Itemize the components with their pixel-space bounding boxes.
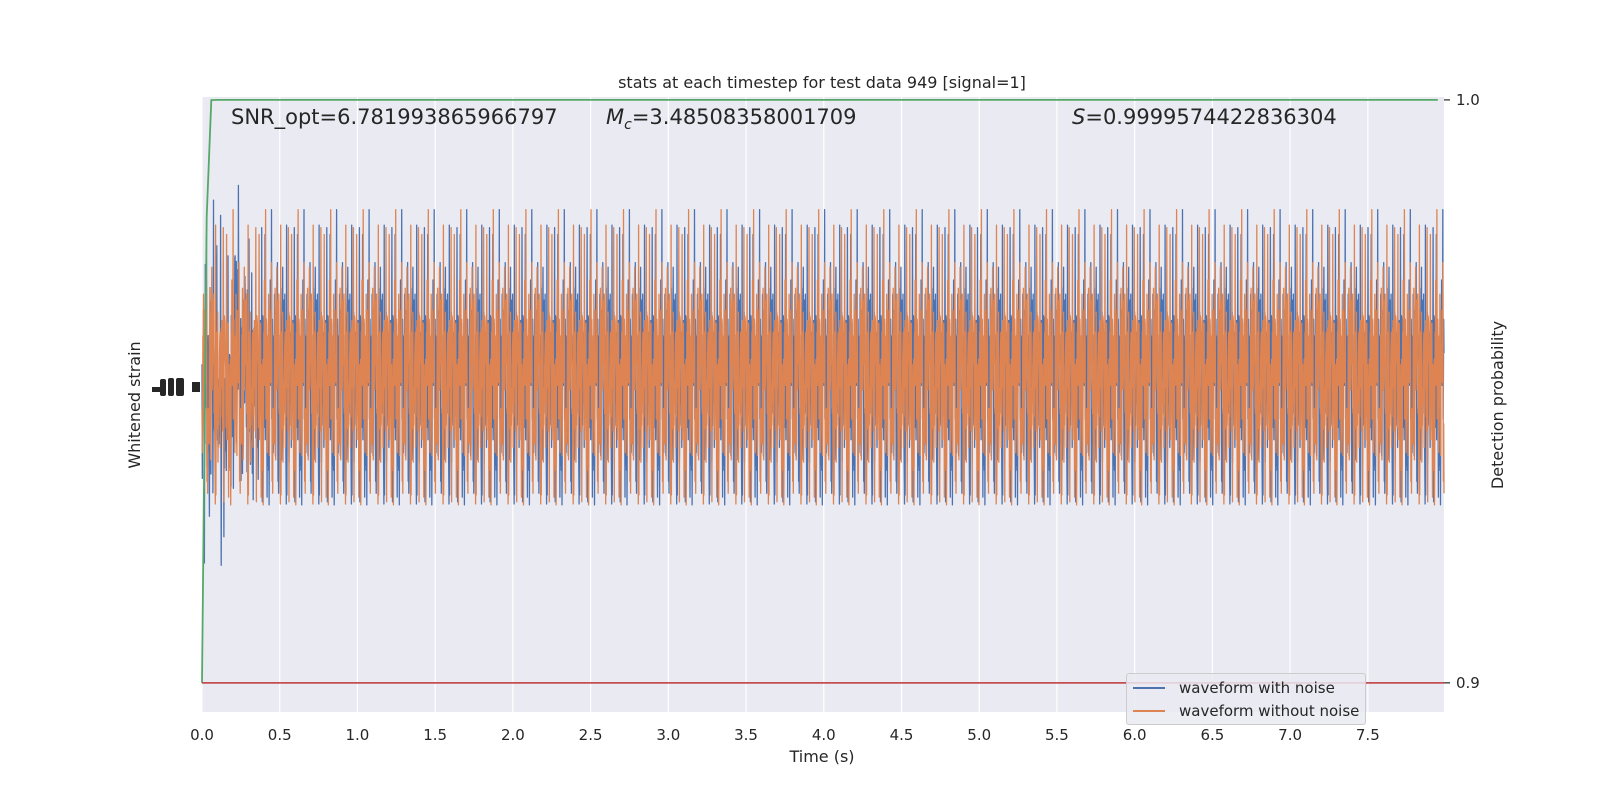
legend-item-with-noise: waveform with noise <box>1133 678 1335 698</box>
y-left-axis-label: Whitened strain <box>125 341 144 468</box>
x-tick-label: 2.0 <box>501 726 525 744</box>
y-right-tick-label: 1.0 <box>1456 91 1480 109</box>
x-tick-label: 7.0 <box>1278 726 1302 744</box>
chart-title: stats at each timestep for test data 949… <box>618 73 1026 92</box>
y-right-tick-label: 0.9 <box>1456 674 1480 692</box>
y-right-axis-label: Detection probability <box>1488 321 1507 489</box>
x-tick-label: 0.5 <box>268 726 292 744</box>
y-left-tick-clutter <box>152 378 200 396</box>
x-tick-label: 0.0 <box>190 726 214 744</box>
x-axis-label: Time (s) <box>788 747 854 766</box>
chirp-mass-value: =3.48508358001709 <box>632 105 857 129</box>
x-tick-label: 5.0 <box>967 726 991 744</box>
score-symbol: S <box>1072 105 1085 129</box>
detection-probability-line <box>201 99 1438 683</box>
x-tick-label: 4.5 <box>890 726 914 744</box>
x-tick-label: 6.5 <box>1200 726 1224 744</box>
x-ticks: 0.0 0.5 1.0 1.5 2.0 2.5 3.0 3.5 4.0 4.5 5.0 5.5 6.0 6… <box>190 726 1380 744</box>
chirp-mass-subscript: c <box>624 117 632 133</box>
chirp-mass-symbol: M <box>606 105 624 129</box>
score-value: =0.9999574422836304 <box>1085 105 1336 129</box>
chirp-mass-annotation: Mc=3.48508358001709 <box>606 105 857 133</box>
x-tick-label: 6.0 <box>1123 726 1147 744</box>
x-tick-label: 5.5 <box>1045 726 1069 744</box>
legend-label-with-noise: waveform with noise <box>1179 679 1335 697</box>
x-tick-label: 3.0 <box>656 726 680 744</box>
score-annotation: S=0.9999574422836304 <box>1072 105 1337 129</box>
x-tick-label: 1.0 <box>346 726 370 744</box>
series-line-waveform-without-noise <box>201 209 1445 506</box>
x-tick-label: 2.5 <box>579 726 603 744</box>
x-tick-label: 7.5 <box>1356 726 1380 744</box>
legend: waveform with noise waveform without noi… <box>1126 673 1366 725</box>
legend-label-without-noise: waveform without noise <box>1179 702 1360 720</box>
noise-series <box>201 184 1445 566</box>
x-tick-label: 3.5 <box>734 726 758 744</box>
legend-item-without-noise: waveform without noise <box>1133 701 1359 721</box>
snr-annotation: SNR_opt=6.781993865966797 <box>231 105 558 130</box>
x-tick-label: 4.0 <box>812 726 836 744</box>
x-tick-label: 1.5 <box>423 726 447 744</box>
legend-swatch-without-noise <box>1133 710 1165 712</box>
legend-swatch-with-noise <box>1133 687 1165 689</box>
y-right-ticks: 0.9 1.0 <box>1444 91 1480 692</box>
